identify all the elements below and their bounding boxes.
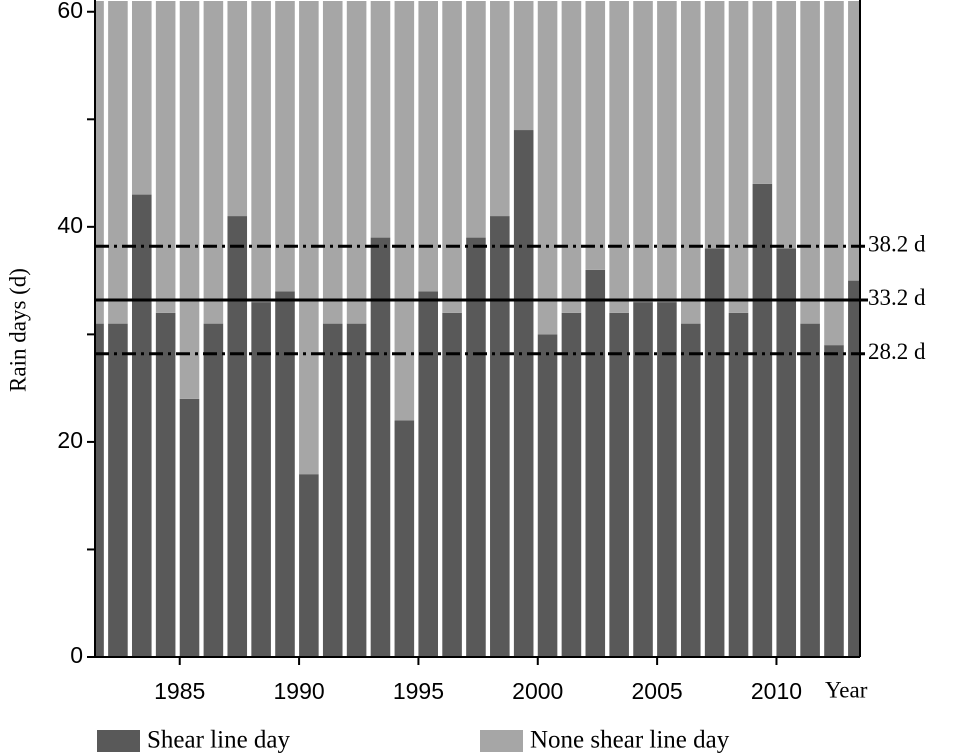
bar-segment	[370, 237, 391, 657]
bar-segment	[275, 291, 295, 657]
y-tick-label: 0	[70, 642, 83, 668]
bar-segment	[251, 1, 271, 303]
bar-segment	[537, 1, 558, 335]
bar-segment	[299, 474, 319, 657]
legend-swatch	[480, 730, 523, 752]
x-tick-label: 1995	[393, 678, 444, 704]
legend-label: Shear line day	[147, 727, 291, 754]
bar-segment	[442, 1, 462, 313]
bar-segment	[203, 1, 224, 324]
bar-segment	[657, 302, 677, 657]
reference-label: 38.2 d	[868, 231, 926, 256]
bar-segment	[346, 323, 367, 657]
bar-segment	[609, 312, 629, 657]
y-tick-label: 60	[57, 0, 83, 23]
bar-segment	[299, 1, 319, 475]
bar-segment	[704, 1, 725, 249]
bar-segment	[633, 1, 653, 303]
bar-segment	[466, 1, 486, 238]
bar-segment	[179, 1, 200, 399]
legend-label: None shear line day	[530, 727, 730, 754]
bar-segment	[466, 237, 486, 657]
bar-segment	[108, 323, 128, 657]
bar-segment	[322, 1, 343, 324]
bar-segment	[776, 1, 797, 249]
y-tick-label: 20	[57, 427, 83, 453]
bar-segment	[633, 302, 653, 657]
x-axis-label: Year	[825, 677, 868, 702]
bar-segment	[585, 269, 606, 657]
x-tick-label: 1990	[273, 678, 324, 704]
reference-label: 28.2 d	[868, 339, 926, 364]
legend-swatch	[97, 730, 140, 752]
y-axis-label: Rain days (d)	[5, 268, 30, 392]
bar-segment	[513, 1, 534, 131]
bar-segment	[824, 1, 844, 346]
bar-segment	[442, 312, 462, 657]
bar-segment	[227, 1, 248, 217]
bar-segment	[752, 183, 773, 657]
bar-segment	[680, 323, 701, 657]
bar-segment	[155, 1, 176, 313]
bar-segment	[490, 1, 510, 217]
x-tick-label: 2000	[512, 678, 563, 704]
bar-segment	[728, 1, 749, 313]
bar-segment	[370, 1, 391, 238]
bar-segment	[203, 323, 224, 657]
bar-segment	[322, 323, 343, 657]
bar-segment	[179, 398, 200, 657]
bar-segment	[275, 1, 295, 292]
bar-segment	[418, 1, 438, 292]
bar-segment	[824, 345, 844, 657]
reference-label: 33.2 d	[868, 285, 926, 310]
bar-segment	[418, 291, 438, 657]
bar-segment	[394, 420, 415, 657]
bar-segment	[346, 1, 367, 324]
bar-segment	[131, 1, 152, 195]
bar-segment	[561, 1, 582, 313]
bar-segment	[108, 1, 128, 324]
y-tick-label: 40	[57, 212, 83, 238]
bar-segment	[609, 1, 629, 313]
bar-segment	[776, 248, 797, 657]
x-tick-label: 2010	[751, 678, 802, 704]
bar-segment	[848, 1, 860, 281]
bar-segment	[657, 1, 677, 303]
bar-segment	[561, 312, 582, 657]
bar-segment	[227, 216, 248, 657]
bar-segment	[131, 194, 152, 657]
bar-segment	[585, 1, 606, 270]
x-tick-label: 2005	[632, 678, 683, 704]
bar-segment	[800, 1, 820, 324]
bar-segment	[537, 334, 558, 657]
bar-segment	[680, 1, 701, 324]
bar-segment	[752, 1, 773, 184]
bar-segment	[848, 280, 860, 657]
bar-segment	[728, 312, 749, 657]
bar-segment	[95, 1, 104, 324]
x-tick-label: 1985	[154, 678, 205, 704]
bar-segment	[95, 323, 104, 657]
bar-segment	[490, 216, 510, 657]
bar-segment	[155, 312, 176, 657]
bar-segment	[704, 248, 725, 657]
bar-segment	[513, 130, 534, 657]
bar-segment	[251, 302, 271, 657]
bars	[95, 1, 860, 657]
bar-segment	[394, 1, 415, 421]
bar-segment	[800, 323, 820, 657]
